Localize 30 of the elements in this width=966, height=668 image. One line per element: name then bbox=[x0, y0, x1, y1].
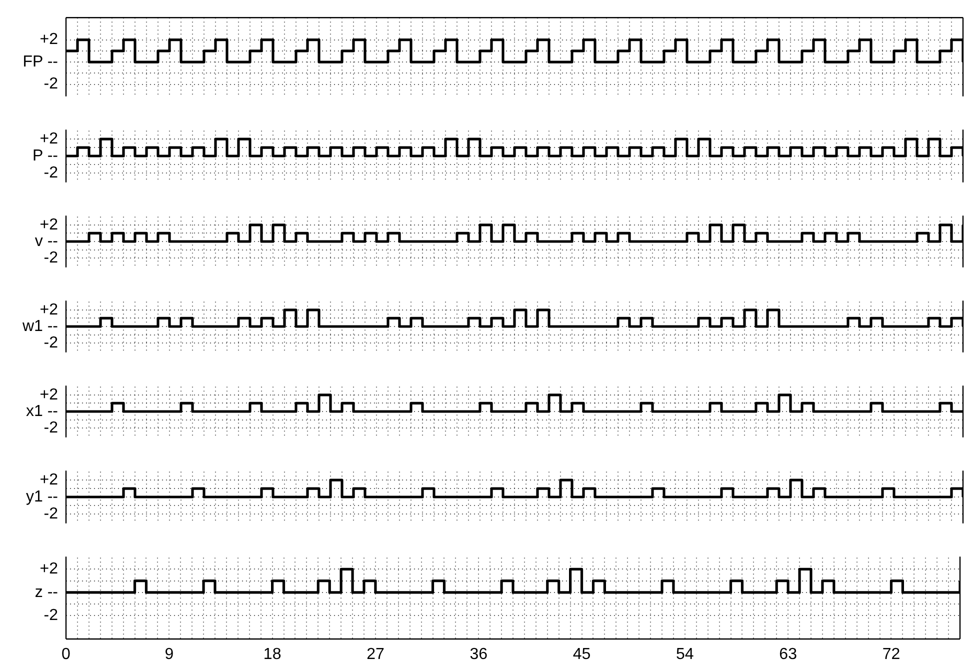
y-tick-label: +2 bbox=[40, 31, 58, 48]
x-tick-label: 0 bbox=[62, 646, 71, 664]
y-tick-label: -2 bbox=[44, 420, 58, 437]
y-tick-label: -2 bbox=[44, 76, 58, 93]
x-tick-label: 54 bbox=[676, 646, 694, 664]
x-tick-label: 63 bbox=[779, 646, 798, 664]
y-tick-label: +2 bbox=[40, 386, 58, 404]
y-tick-label: -2 bbox=[44, 607, 58, 624]
y-tick-label: P -- bbox=[32, 147, 58, 164]
x-tick-label: 45 bbox=[572, 646, 591, 664]
x-tick-label: 36 bbox=[470, 646, 488, 664]
y-tick-label: w1 -- bbox=[21, 318, 58, 335]
y-tick-label: -2 bbox=[44, 334, 58, 352]
y-tick-label: y1 -- bbox=[26, 488, 58, 506]
y-tick-label: v -- bbox=[34, 232, 58, 250]
y-tick-label: x1 -- bbox=[26, 402, 58, 420]
y-tick-label: +2 bbox=[40, 130, 58, 148]
y-tick-label: -2 bbox=[44, 164, 58, 182]
y-tick-label: FP -- bbox=[22, 53, 58, 70]
y-tick-label: z -- bbox=[34, 584, 58, 601]
y-tick-label: +2 bbox=[40, 301, 58, 318]
y-tick-label: -2 bbox=[44, 250, 58, 267]
x-tick-label: 18 bbox=[263, 646, 282, 664]
x-tick-label: 72 bbox=[882, 646, 900, 664]
y-tick-label: +2 bbox=[40, 471, 58, 488]
y-tick-label: +2 bbox=[40, 560, 58, 578]
y-tick-label: -2 bbox=[44, 505, 58, 522]
x-tick-label: 9 bbox=[164, 646, 174, 664]
y-tick-label: +2 bbox=[40, 216, 58, 234]
x-tick-label: 27 bbox=[366, 646, 384, 664]
